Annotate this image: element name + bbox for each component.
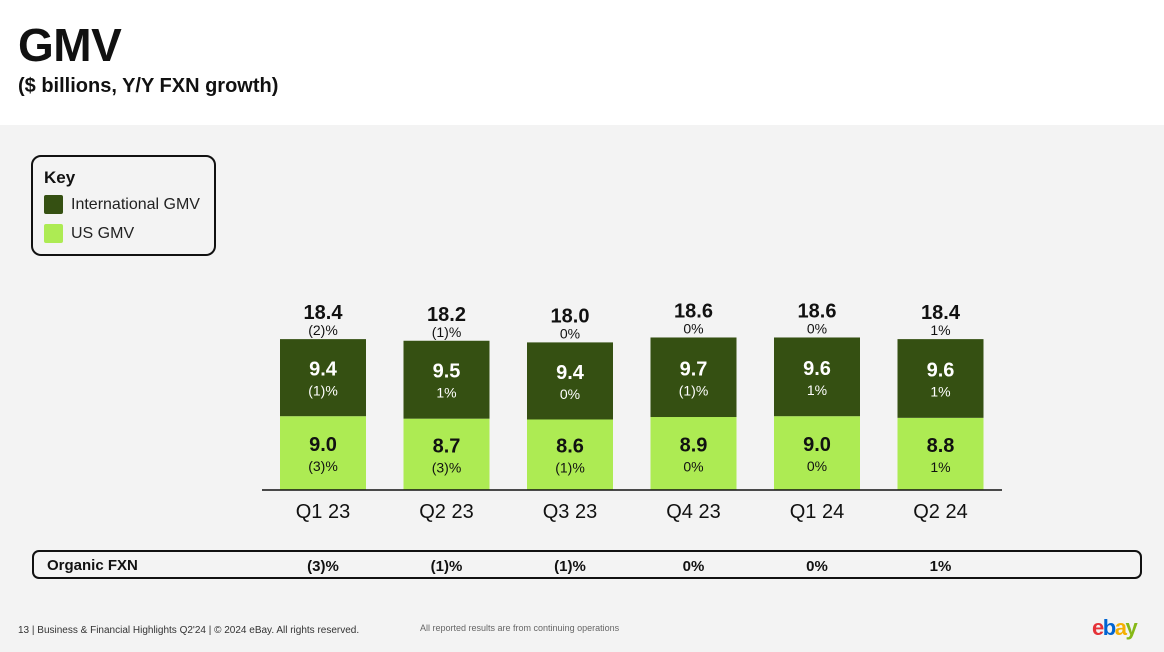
data-label-total-growth: 0% xyxy=(560,325,580,341)
bar-international-gmv xyxy=(280,339,366,417)
data-label-total-value: 18.2 xyxy=(427,304,466,326)
bar-international-gmv xyxy=(403,340,490,419)
bar-international-gmv xyxy=(527,342,613,420)
bar-international-gmv xyxy=(897,339,984,418)
x-tick-label: Q4 23 xyxy=(666,501,720,523)
bar-us-gmv xyxy=(403,418,490,490)
data-label-international-growth: (1)% xyxy=(308,383,338,399)
data-label-us-growth: (1)% xyxy=(555,460,585,476)
legend-swatch-international xyxy=(44,195,63,214)
logo-letter: e xyxy=(1092,615,1104,640)
data-label-international-value: 9.7 xyxy=(680,358,708,380)
legend-label-international: International GMV xyxy=(71,195,200,213)
data-label-total-value: 18.6 xyxy=(798,300,837,322)
page-subtitle: ($ billions, Y/Y FXN growth) xyxy=(18,75,279,97)
data-label-total-value: 18.0 xyxy=(551,305,590,327)
organic-fxn-label: Organic FXN xyxy=(47,557,138,574)
data-label-international-value: 9.4 xyxy=(556,362,585,384)
data-label-us-growth: (3)% xyxy=(308,458,338,474)
data-label-international-growth: 0% xyxy=(560,386,580,402)
data-label-total-value: 18.6 xyxy=(674,300,713,322)
legend-label-us: US GMV xyxy=(71,224,135,242)
footer-text: 13 | Business & Financial Highlights Q2'… xyxy=(18,625,360,636)
bar-us-gmv xyxy=(280,416,366,490)
data-label-us-value: 9.0 xyxy=(309,434,337,456)
data-label-international-growth: 1% xyxy=(930,383,950,399)
legend-item-international: International GMV xyxy=(44,195,200,214)
page-title: GMV xyxy=(18,19,122,71)
x-tick-label: Q1 24 xyxy=(790,501,844,523)
data-label-total-growth: 0% xyxy=(683,320,703,336)
logo-letter: a xyxy=(1114,615,1127,640)
x-tick-label: Q2 24 xyxy=(913,501,967,523)
data-label-international-value: 9.5 xyxy=(433,361,461,383)
data-label-international-value: 9.6 xyxy=(927,359,955,381)
legend-swatch-us xyxy=(44,224,63,243)
legend-title: Key xyxy=(44,168,76,187)
data-label-us-value: 8.9 xyxy=(680,435,708,457)
footnote: All reported results are from continuing… xyxy=(420,623,620,633)
bar-us-gmv xyxy=(897,417,984,490)
bar-international-gmv xyxy=(650,337,737,418)
data-label-total-growth: (1)% xyxy=(432,324,462,340)
bar-us-gmv xyxy=(650,417,737,490)
logo-letter: y xyxy=(1125,615,1137,640)
x-tick-label: Q1 23 xyxy=(296,501,350,523)
bar-us-gmv xyxy=(527,419,613,490)
legend: Key International GMV US GMV xyxy=(31,155,216,256)
data-label-us-value: 9.0 xyxy=(803,434,831,456)
data-label-total-value: 18.4 xyxy=(921,302,961,324)
data-label-international-growth: 1% xyxy=(436,385,456,401)
data-label-total-value: 18.4 xyxy=(304,302,344,324)
data-label-us-value: 8.6 xyxy=(556,436,584,458)
logo-letter: b xyxy=(1102,615,1116,640)
data-label-total-growth: (2)% xyxy=(308,322,338,338)
data-label-us-growth: (3)% xyxy=(432,459,462,475)
legend-item-us: US GMV xyxy=(44,224,134,243)
data-label-international-growth: 1% xyxy=(807,382,827,398)
data-label-us-growth: 0% xyxy=(683,459,703,475)
data-label-us-growth: 1% xyxy=(930,459,950,475)
data-label-total-growth: 1% xyxy=(930,322,950,338)
data-label-us-value: 8.7 xyxy=(433,435,461,457)
organic-fxn-row: Organic FXN xyxy=(32,550,1142,579)
bar-international-gmv xyxy=(774,337,860,417)
gmv-stacked-bar-chart: 9.0(3)%9.4(1)%18.4(2)%Q1 238.7(3)%9.51%1… xyxy=(262,300,1002,523)
x-tick-label: Q3 23 xyxy=(543,501,597,523)
x-tick-label: Q2 23 xyxy=(419,501,473,523)
bar-us-gmv xyxy=(774,416,860,490)
data-label-international-value: 9.4 xyxy=(309,359,338,381)
data-label-international-value: 9.6 xyxy=(803,358,831,380)
data-label-international-growth: (1)% xyxy=(679,382,709,398)
data-label-us-value: 8.8 xyxy=(927,435,955,457)
data-label-us-growth: 0% xyxy=(807,458,827,474)
data-label-total-growth: 0% xyxy=(807,320,827,336)
ebay-logo: ebay xyxy=(1092,615,1138,640)
